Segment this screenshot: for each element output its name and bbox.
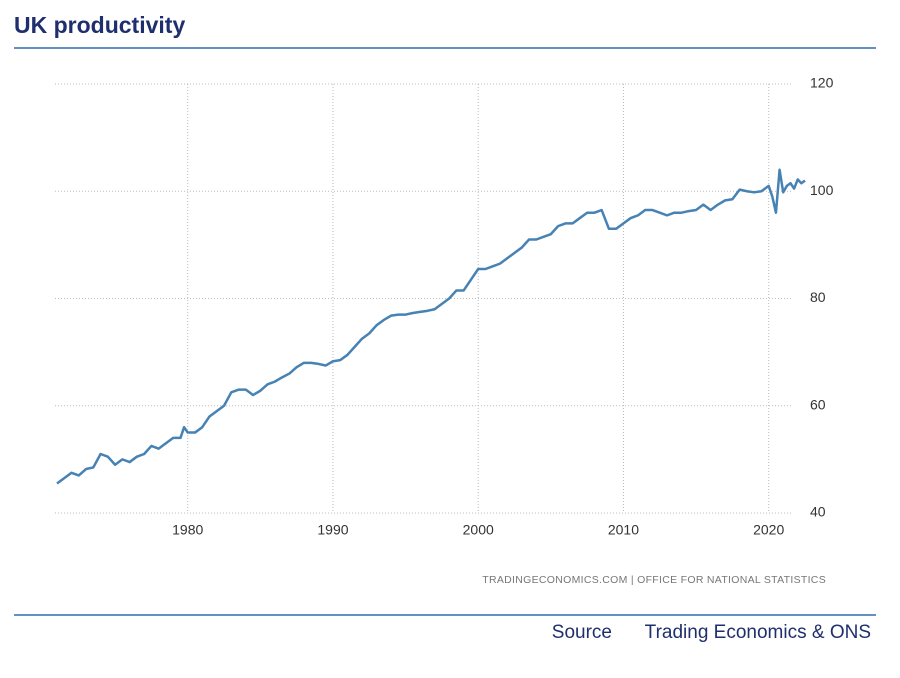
data-line (56, 168, 806, 485)
chart-title: UK productivity (14, 12, 185, 38)
y-tick-label: 120 (810, 75, 834, 91)
x-tick-label: 1990 (317, 522, 348, 538)
y-tick-label: 60 (810, 396, 826, 412)
y-tick-label: 40 (810, 504, 826, 520)
footer-text: Trading Economics & ONS (645, 622, 871, 643)
footer-label: Source (552, 622, 612, 643)
y-tick-label: 100 (810, 182, 834, 198)
x-tick-label: 2000 (463, 522, 494, 538)
x-tick-label: 2020 (753, 522, 784, 538)
x-tick-label: 1980 (172, 522, 203, 538)
source-note: TRADINGECONOMICS.COM | OFFICE FOR NATION… (482, 574, 826, 586)
y-tick-label: 80 (810, 289, 826, 305)
x-tick-label: 2010 (608, 522, 639, 538)
